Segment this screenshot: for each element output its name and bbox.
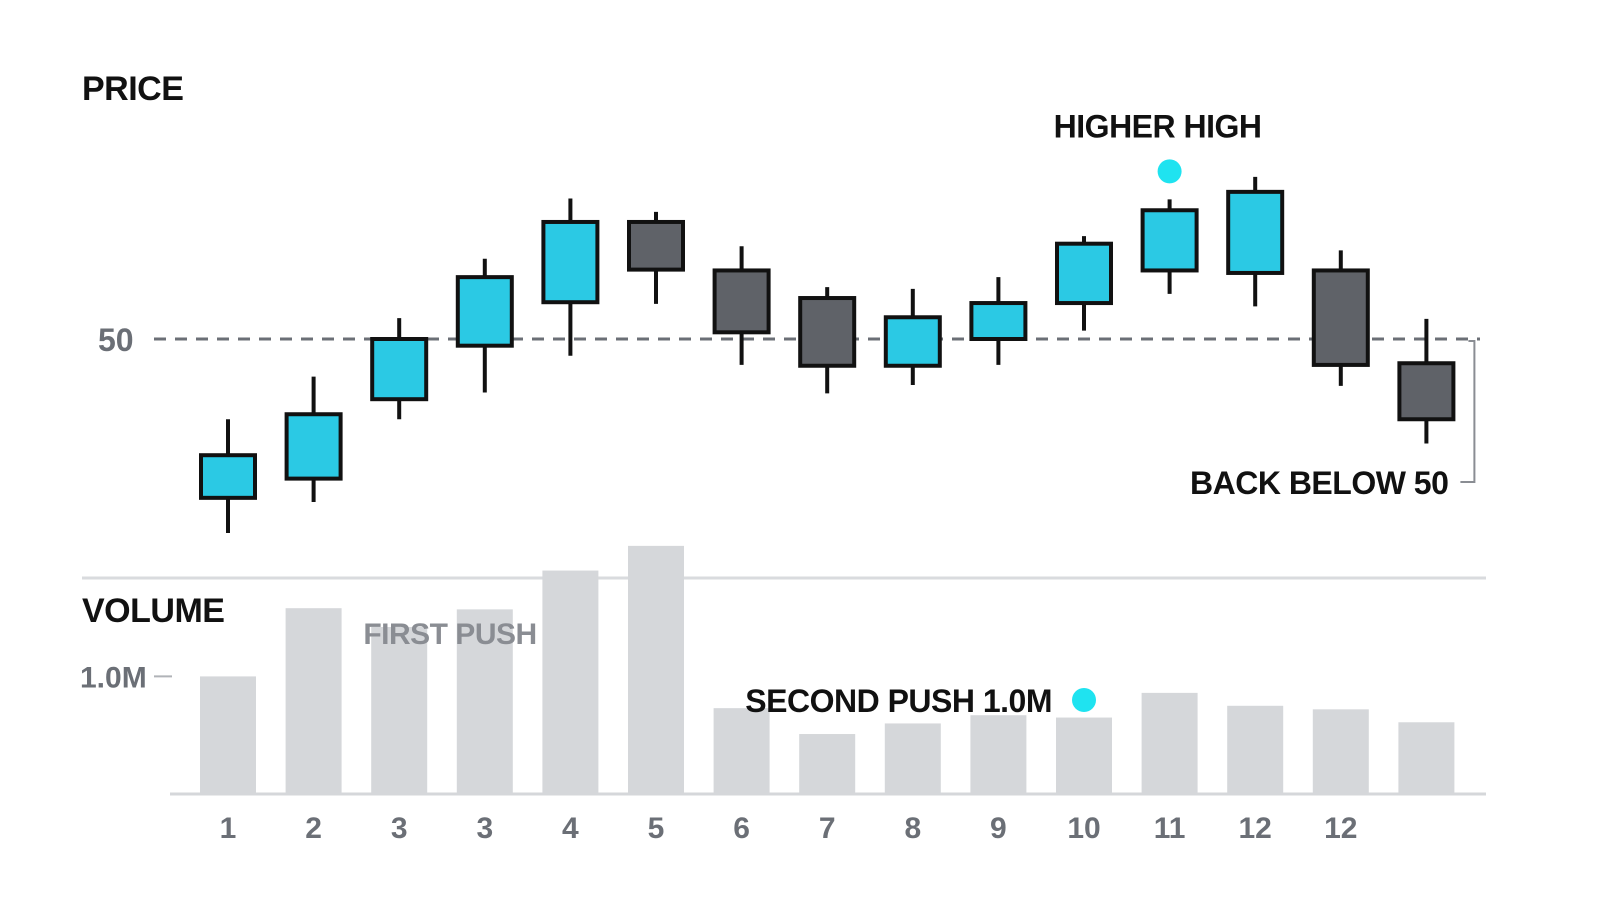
candle <box>969 277 1028 365</box>
volume-bar <box>285 608 342 794</box>
volume-bar <box>1141 692 1198 794</box>
candle-body-up <box>455 275 514 348</box>
first-push-annotation: FIRST PUSH <box>363 618 536 651</box>
candle <box>541 198 600 356</box>
x-tick-label: 7 <box>819 812 836 845</box>
volume-bar <box>628 545 684 794</box>
candle <box>370 318 429 420</box>
back-below-50-annotation: BACK BELOW 50 <box>1190 465 1448 501</box>
candle-body-up <box>1140 208 1199 273</box>
x-tick-label: 3 <box>476 812 493 845</box>
volume-bar <box>713 708 770 794</box>
candle-body-up <box>1055 241 1113 306</box>
candle-body-up <box>1226 189 1285 275</box>
candle-body-up <box>541 219 600 305</box>
candle <box>883 288 942 385</box>
x-tick-label: 9 <box>990 812 1007 845</box>
candle <box>1397 318 1456 444</box>
x-tick-label: 12 <box>1324 812 1357 845</box>
x-tick-label: 4 <box>562 812 579 845</box>
volume-bar <box>1056 717 1112 794</box>
volume-bar <box>799 734 856 794</box>
volume-bar <box>970 715 1027 794</box>
volume-reference-label: 1.0M <box>80 661 147 694</box>
higher-high-dot-icon <box>1157 159 1182 184</box>
volume-bar <box>200 676 256 794</box>
volume-bar <box>371 627 428 794</box>
candle-body-up <box>199 453 257 500</box>
volume-bar <box>1398 722 1455 794</box>
candle <box>1055 236 1113 331</box>
x-tick-label: 11 <box>1154 812 1186 845</box>
candle-body-up <box>284 412 343 481</box>
candle-body-up <box>969 301 1028 341</box>
candle-body-down <box>712 268 771 335</box>
x-tick-label: 5 <box>648 812 665 845</box>
candle <box>627 211 685 304</box>
volume-bar <box>884 723 941 794</box>
second-push-annotation: SECOND PUSH 1.0M <box>745 683 1052 719</box>
volume-panel-title: VOLUME <box>82 592 224 630</box>
candle <box>712 246 771 365</box>
candle-body-down <box>798 296 857 368</box>
candle-body-down <box>1311 268 1370 367</box>
x-tick-label: 10 <box>1067 812 1100 845</box>
candle-body-up <box>370 337 429 402</box>
candle-body-up <box>883 315 942 368</box>
volume-bar <box>456 609 513 794</box>
back-below-50-bracket-icon <box>1460 340 1476 483</box>
candle-body-down <box>1397 361 1456 422</box>
x-tick-label: 2 <box>305 812 322 845</box>
volume-bar <box>1312 709 1369 794</box>
reference-line-label: 50 <box>98 322 134 358</box>
x-tick-label: 3 <box>391 812 408 845</box>
volume-bar-series <box>200 545 1455 794</box>
candle <box>199 419 257 533</box>
second-push-dot-icon <box>1072 688 1096 712</box>
candlestick-series <box>199 176 1456 533</box>
candle-body-down <box>627 219 685 272</box>
volume-bar <box>542 570 599 794</box>
candle <box>1226 176 1285 307</box>
candle <box>1311 250 1370 386</box>
price-panel-title: PRICE <box>82 70 183 108</box>
higher-high-annotation: HIGHER HIGH <box>1054 108 1262 144</box>
candle <box>798 287 857 394</box>
x-tick-label: 12 <box>1239 812 1272 845</box>
x-tick-label: 6 <box>733 812 750 845</box>
candle <box>284 376 343 503</box>
volume-bar <box>1227 705 1284 794</box>
x-tick-label: 1 <box>220 812 237 845</box>
candle <box>1140 199 1199 294</box>
x-axis-tick-labels: 1 2 3 3 4 5 6 7 8 9 10 11 12 12 <box>220 812 1358 845</box>
candle <box>455 258 514 393</box>
x-tick-label: 8 <box>904 812 921 845</box>
